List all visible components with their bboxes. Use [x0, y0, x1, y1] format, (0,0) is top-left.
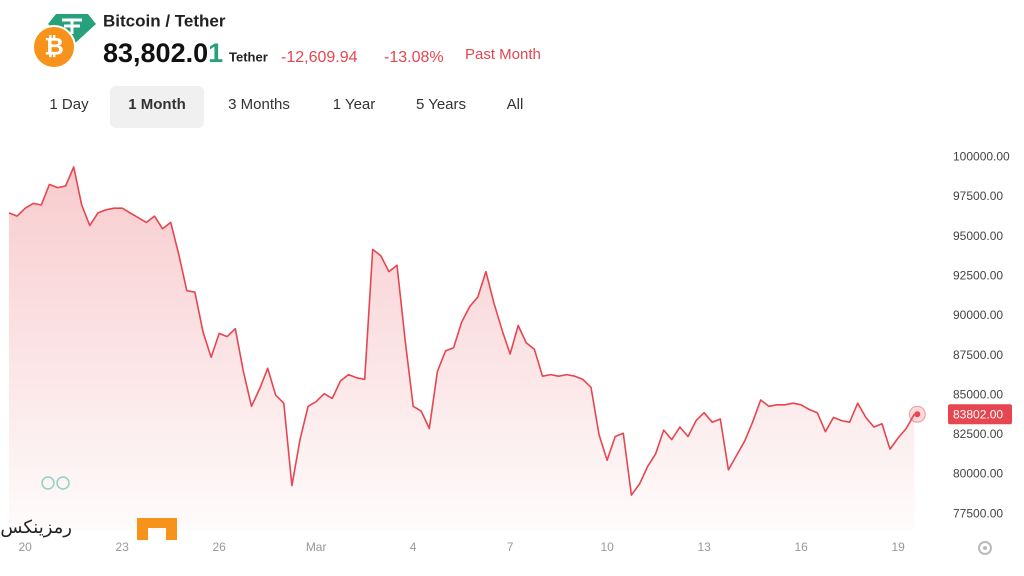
y-tick-label: 85000.00 [953, 387, 1003, 401]
plot: 77500.00 80000.00 82500.00 85000.00 87500.00… [8, 150, 1012, 554]
last-point [914, 411, 921, 418]
price-line [8, 166, 915, 496]
price-digits: 83,802.0 [103, 38, 208, 68]
x-tick-label: Mar [306, 540, 327, 554]
range-tabs: 1 Day 1 Month 3 Months 1 Year 5 Years All [49, 86, 523, 128]
gear[interactable] [978, 541, 992, 555]
range-tab[interactable]: All [507, 96, 524, 113]
y-tick-label: 87500.00 [953, 348, 1003, 362]
x-tick-label: 20 [18, 540, 32, 554]
watermark: رمزینکس [0, 476, 177, 540]
y-tick-label: 82500.00 [953, 427, 1003, 441]
range-tab[interactable]: 3 Months [228, 96, 290, 113]
coin-icons: ₿ [32, 14, 96, 69]
pair-title: Bitcoin / Tether [103, 11, 226, 30]
range-tab[interactable]: 1 Day [49, 96, 89, 113]
watermark-logo [137, 518, 177, 540]
watermark-icon [41, 476, 55, 490]
y-tick-label: 90000.00 [953, 308, 1003, 322]
y-tick-label: 77500.00 [953, 506, 1003, 520]
x-tick-label: 19 [891, 540, 905, 554]
range-tab[interactable]: 5 Years [416, 96, 466, 113]
quote-unit: Tether [229, 49, 268, 64]
gear-center [983, 546, 987, 550]
watermark-icon [56, 476, 70, 490]
y-tick-label: 95000.00 [953, 229, 1003, 243]
price-last-digit: 1 [208, 38, 223, 68]
range-tab[interactable]: 1 Month [128, 96, 186, 113]
y-tick-label: 100000.00 [953, 150, 1010, 164]
x-tick-label: 23 [115, 540, 129, 554]
x-tick-label: 7 [507, 540, 514, 554]
tether-glyph [62, 18, 82, 34]
x-tick-label: 16 [794, 540, 808, 554]
x-tick-label: 13 [697, 540, 711, 554]
bitcoin-icon [32, 25, 76, 69]
price-tag-label: 83802.00 [953, 407, 1003, 421]
x-tick-label: 26 [212, 540, 226, 554]
settings-icon[interactable] [978, 541, 992, 555]
y-tick-label: 97500.00 [953, 189, 1003, 203]
price-area [9, 167, 915, 530]
x-tick-label: 4 [410, 540, 417, 554]
price-change: -12,609.94 [281, 49, 358, 66]
period-label: Past Month [465, 46, 541, 63]
bitcoin-glyph: ₿ [44, 33, 64, 60]
active-tab-bg[interactable] [110, 86, 204, 128]
range-tab[interactable]: 1 Year [333, 96, 376, 113]
price: 83,802.01 [103, 38, 223, 68]
y-tick-label: 80000.00 [953, 467, 1003, 481]
x-tick-label: 10 [600, 540, 614, 554]
y-tick-label: 92500.00 [953, 269, 1003, 283]
watermark-text: رمزینکس [0, 517, 72, 538]
percent-change: -13.08% [384, 49, 444, 66]
price-tag [948, 404, 1012, 425]
